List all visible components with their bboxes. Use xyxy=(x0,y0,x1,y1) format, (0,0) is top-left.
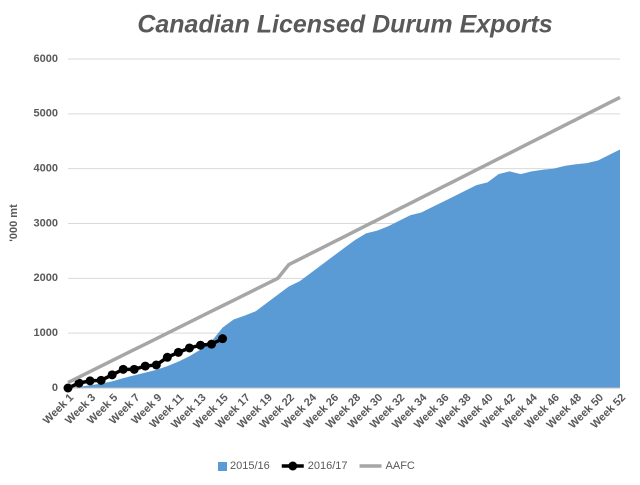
y-tick-label: 6000 xyxy=(34,53,58,65)
marker xyxy=(63,383,73,393)
marker xyxy=(151,360,161,370)
marker xyxy=(218,334,228,344)
y-tick-label: 0 xyxy=(52,382,58,394)
marker xyxy=(140,361,150,371)
marker xyxy=(85,376,95,386)
legend-swatch xyxy=(218,462,227,471)
marker xyxy=(173,347,183,357)
marker xyxy=(96,375,106,385)
marker xyxy=(162,352,172,362)
area xyxy=(68,149,620,388)
y-tick-label: 5000 xyxy=(34,108,58,120)
marker xyxy=(184,343,194,353)
marker xyxy=(195,340,205,350)
legend-label: AAFC xyxy=(386,460,415,472)
y-axis-label: '000 mt xyxy=(8,204,20,242)
y-tick-label: 4000 xyxy=(34,163,58,175)
line xyxy=(67,95,621,385)
y-tick-label: 3000 xyxy=(34,217,58,229)
legend-label: 2016/17 xyxy=(308,460,348,472)
marker xyxy=(74,378,84,388)
marker xyxy=(118,364,128,374)
marker xyxy=(107,370,117,380)
marker xyxy=(129,364,139,374)
chart-title: Canadian Licensed Durum Exports xyxy=(137,11,552,39)
y-tick-label: 1000 xyxy=(34,327,58,339)
legend-swatch xyxy=(288,461,298,471)
marker xyxy=(207,339,217,349)
legend-label: 2015/16 xyxy=(230,460,270,472)
y-tick-label: 2000 xyxy=(34,272,58,284)
